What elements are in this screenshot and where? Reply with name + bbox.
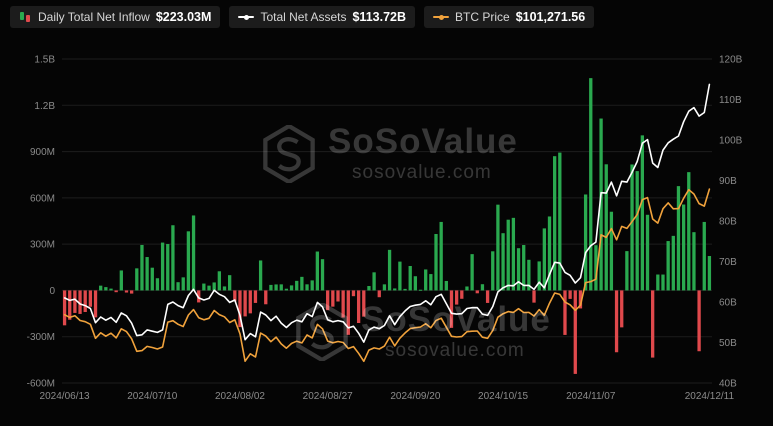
btc-price-line-icon bbox=[433, 14, 450, 20]
legend-daily-net-inflow[interactable]: Daily Total Net Inflow $223.03M bbox=[10, 6, 221, 28]
svg-text:900M: 900M bbox=[30, 147, 55, 158]
chart-legend: Daily Total Net Inflow $223.03M Total Ne… bbox=[10, 6, 595, 28]
net-assets-line-icon bbox=[238, 14, 255, 20]
svg-text:300M: 300M bbox=[30, 240, 55, 251]
svg-text:2024/09/20: 2024/09/20 bbox=[390, 391, 440, 402]
svg-text:1.2B: 1.2B bbox=[34, 101, 55, 112]
legend-total-net-assets[interactable]: Total Net Assets $113.72B bbox=[229, 6, 416, 28]
y-axis-left: 1.5B 1.2B 900M 600M 300M 0 -300M -600M bbox=[27, 55, 56, 390]
svg-text:2024/07/10: 2024/07/10 bbox=[127, 391, 177, 402]
legend-label: Total Net Assets bbox=[260, 10, 347, 24]
svg-text:-600M: -600M bbox=[27, 379, 55, 390]
svg-text:2024/08/27: 2024/08/27 bbox=[303, 391, 353, 402]
svg-text:2024/10/15: 2024/10/15 bbox=[478, 391, 528, 402]
svg-text:600M: 600M bbox=[30, 193, 55, 204]
legend-btc-price[interactable]: BTC Price $101,271.56 bbox=[424, 6, 595, 28]
inflow-bars[interactable] bbox=[62, 78, 712, 374]
svg-text:50B: 50B bbox=[719, 338, 737, 349]
legend-label: BTC Price bbox=[455, 10, 510, 24]
svg-text:80B: 80B bbox=[719, 217, 737, 228]
inflow-bars-icon bbox=[19, 11, 32, 23]
svg-text:90B: 90B bbox=[719, 176, 737, 187]
net-assets-line[interactable] bbox=[63, 83, 711, 343]
svg-text:100B: 100B bbox=[719, 136, 743, 147]
svg-text:40B: 40B bbox=[719, 379, 737, 390]
legend-value: $223.03M bbox=[155, 10, 212, 24]
btc-price-line[interactable] bbox=[63, 188, 711, 363]
legend-value: $113.72B bbox=[352, 10, 407, 24]
svg-text:-300M: -300M bbox=[27, 332, 55, 343]
grid-lines bbox=[62, 58, 712, 384]
legend-label: Daily Total Net Inflow bbox=[38, 10, 150, 24]
y-axis-right: 120B 110B 100B 90B 80B 70B 60B 50B 40B bbox=[719, 55, 743, 390]
svg-text:2024/08/02: 2024/08/02 bbox=[215, 391, 265, 402]
svg-text:110B: 110B bbox=[719, 95, 742, 106]
svg-text:0: 0 bbox=[49, 286, 55, 297]
legend-value: $101,271.56 bbox=[515, 10, 586, 24]
svg-text:1.5B: 1.5B bbox=[34, 55, 55, 66]
svg-text:2024/12/11: 2024/12/11 bbox=[685, 391, 735, 402]
svg-text:60B: 60B bbox=[719, 298, 737, 309]
svg-text:2024/06/13: 2024/06/13 bbox=[40, 391, 90, 402]
svg-text:120B: 120B bbox=[719, 55, 743, 66]
svg-text:2024/11/07: 2024/11/07 bbox=[566, 391, 616, 402]
x-axis: 2024/06/13 2024/07/10 2024/08/02 2024/08/27… bbox=[40, 391, 735, 402]
svg-text:70B: 70B bbox=[719, 257, 737, 268]
